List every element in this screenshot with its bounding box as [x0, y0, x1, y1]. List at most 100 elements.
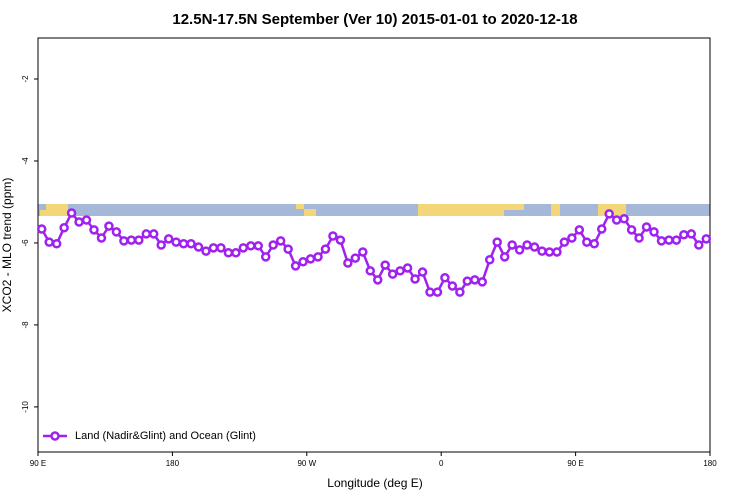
point — [156, 240, 166, 250]
point — [686, 229, 697, 239]
x-axis-label: Longitude (deg E) — [327, 476, 422, 490]
point — [253, 241, 264, 251]
point — [679, 230, 689, 240]
point — [387, 269, 398, 279]
point — [328, 231, 338, 241]
point — [372, 275, 383, 285]
point — [193, 242, 204, 252]
y-tick-label: -4 — [21, 157, 30, 165]
legend-label: Land (Nadir&Glint) and Ocean (Glint) — [75, 430, 256, 442]
point — [567, 233, 577, 243]
point — [410, 274, 420, 284]
point — [582, 237, 592, 247]
x-tick-label: 180 — [166, 459, 180, 468]
point — [455, 287, 465, 297]
point — [111, 227, 122, 237]
point — [290, 261, 301, 271]
x-tick-label: 90 W — [297, 459, 316, 468]
point — [44, 237, 54, 247]
point — [701, 234, 712, 244]
point — [574, 225, 585, 235]
point — [320, 244, 331, 254]
y-tick-label: -2 — [21, 75, 30, 83]
point — [89, 225, 99, 235]
point — [641, 222, 652, 232]
point — [343, 258, 353, 268]
point — [238, 243, 249, 253]
point — [208, 243, 219, 253]
point — [36, 224, 47, 234]
x-tick-label: 0 — [439, 459, 444, 468]
point — [596, 224, 607, 234]
point — [104, 221, 114, 231]
point — [148, 229, 159, 239]
y-tick-label: -8 — [21, 321, 30, 329]
point — [74, 217, 84, 227]
point — [604, 209, 614, 219]
point — [559, 237, 570, 247]
point — [507, 240, 517, 250]
point — [358, 247, 368, 257]
y-tick-label: -6 — [21, 239, 30, 247]
point — [447, 281, 458, 291]
point — [484, 255, 495, 265]
point — [470, 275, 480, 285]
point — [432, 287, 443, 297]
point — [275, 236, 286, 246]
chart-title: 12.5N-17.5N September (Ver 10) 2015-01-0… — [172, 11, 577, 28]
point — [350, 253, 361, 263]
point — [537, 246, 547, 256]
point — [656, 236, 667, 246]
point — [134, 235, 144, 245]
point — [126, 235, 137, 245]
legend-marker — [50, 431, 60, 441]
point — [462, 276, 473, 286]
point — [268, 240, 278, 250]
point — [499, 252, 510, 262]
point — [395, 266, 405, 276]
point — [529, 242, 540, 252]
point — [477, 277, 488, 287]
point — [298, 257, 308, 267]
point — [81, 215, 92, 225]
point — [626, 225, 637, 235]
point — [425, 287, 435, 297]
point — [522, 240, 532, 250]
point — [649, 227, 659, 237]
point — [335, 235, 346, 245]
point — [216, 243, 226, 253]
point — [365, 266, 376, 276]
point — [380, 260, 390, 270]
point — [544, 247, 555, 257]
point — [305, 254, 316, 264]
point — [178, 239, 189, 249]
point — [440, 273, 450, 283]
point — [514, 245, 525, 255]
point — [694, 240, 704, 250]
point — [402, 263, 413, 273]
point — [283, 244, 293, 254]
x-tick-label: 180 — [703, 459, 717, 468]
y-tick-label: -10 — [21, 401, 30, 413]
point — [634, 233, 644, 243]
point — [552, 247, 562, 257]
point — [619, 214, 629, 224]
x-tick-label: 90 E — [30, 459, 46, 468]
point — [246, 241, 256, 251]
point — [141, 229, 152, 239]
y-axis-label: XCO2 - MLO trend (ppm) — [0, 178, 14, 313]
point — [59, 223, 69, 233]
point — [96, 233, 107, 243]
point — [171, 237, 181, 247]
x-tick-label: 90 E — [567, 459, 583, 468]
point — [671, 235, 682, 245]
point — [186, 239, 196, 249]
point — [223, 248, 234, 258]
point — [417, 267, 428, 277]
point — [231, 248, 241, 258]
point — [119, 236, 129, 246]
point — [163, 234, 174, 244]
point — [664, 235, 674, 245]
point — [66, 208, 77, 218]
